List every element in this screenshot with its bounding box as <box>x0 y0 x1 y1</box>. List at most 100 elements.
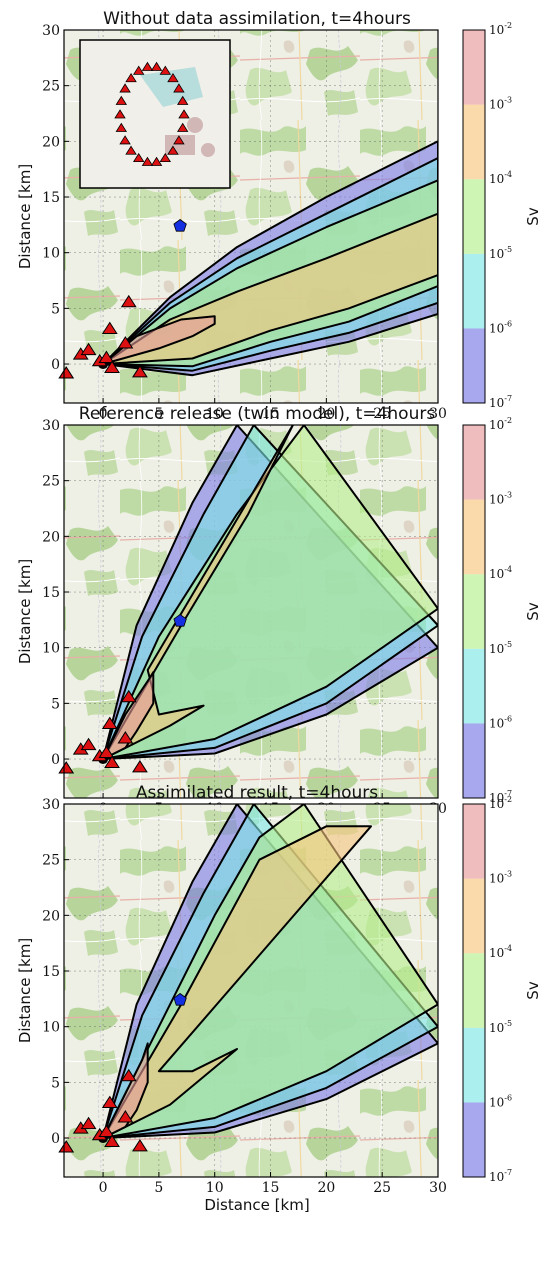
colorbar-segment <box>463 30 485 105</box>
station-marker <box>80 737 97 751</box>
plume-bands <box>102 804 438 1139</box>
station-marker <box>117 1110 134 1123</box>
x-tick-label: 5 <box>154 1180 163 1196</box>
station-marker <box>58 366 75 379</box>
inset-station-marker <box>173 83 185 93</box>
station-marker <box>120 689 137 703</box>
colorbar-segment <box>463 1102 485 1177</box>
y-tick-label: 20 <box>42 134 60 150</box>
colorbar-tick-label: 10-3 <box>489 870 512 886</box>
colorbar-label: Sv <box>524 981 542 1000</box>
y-axis-label: Distance [km] <box>16 164 34 269</box>
colorbar-segment <box>463 804 485 879</box>
inset-station-marker <box>141 156 154 166</box>
x-tick-label: 10 <box>206 1180 224 1196</box>
colorbar-segment <box>463 104 485 180</box>
y-tick-label: 10 <box>42 1020 60 1036</box>
chart-title: Assimilated result, t=4hours <box>136 783 378 803</box>
station-marker <box>58 1140 75 1153</box>
blue-pentagon-marker <box>173 614 187 627</box>
inset-station-marker <box>132 152 145 163</box>
y-tick-label: 20 <box>42 908 60 924</box>
colorbar-tick-label: 10-2 <box>489 21 512 37</box>
y-tick-label: 25 <box>42 474 60 490</box>
colorbar-tick-label: 10-7 <box>489 1168 512 1184</box>
x-tick-label: 15 <box>262 406 280 422</box>
plume-bands <box>102 425 438 760</box>
axes-frame <box>63 803 439 1178</box>
y-tick-label: 0 <box>51 1131 60 1147</box>
chart-title: Reference release (twin model), t=4hours <box>79 404 436 424</box>
inset-station-marker <box>178 109 190 119</box>
colorbar-tick-label: 10-5 <box>489 1019 512 1035</box>
station-marker <box>80 1116 97 1130</box>
colorbar-tick-label: 10-2 <box>489 795 512 811</box>
y-tick-label: 0 <box>51 752 60 768</box>
x-axis-label: Distance [km] <box>204 1196 309 1214</box>
station-marker <box>101 321 118 335</box>
blue-pentagon-marker <box>173 993 187 1006</box>
y-tick-label: 5 <box>51 1075 60 1091</box>
colorbar-segment <box>463 648 485 724</box>
y-tick-label: 30 <box>42 418 60 434</box>
colorbar-segment <box>463 953 485 1028</box>
inset-station-marker <box>125 72 137 83</box>
colorbar-tick-label: 10-2 <box>489 416 512 432</box>
colorbar-segment <box>463 179 485 254</box>
station-marker <box>120 1068 137 1082</box>
inset-station-marker <box>159 65 172 75</box>
x-tick-label: 20 <box>317 406 335 422</box>
inset-station-marker <box>150 61 163 71</box>
station-marker <box>117 731 134 744</box>
colorbar-segment <box>463 723 485 798</box>
station-marker <box>98 1124 115 1137</box>
station-marker <box>132 760 148 773</box>
y-tick-label: 30 <box>42 23 60 39</box>
station-marker <box>104 360 120 373</box>
colorbar-tick-label: 10-4 <box>489 944 512 960</box>
station-marker <box>132 365 148 378</box>
colorbar-segment <box>463 878 485 954</box>
x-tick-label: 30 <box>429 406 447 422</box>
station-marker <box>58 761 75 774</box>
colorbar-tick-label: 10-6 <box>489 319 512 335</box>
inset-station-marker <box>150 156 163 166</box>
station-marker <box>101 716 118 730</box>
colorbar-tick-label: 10-3 <box>489 491 512 507</box>
y-tick-label: 20 <box>42 529 60 545</box>
colorbar-tick-label: 10-6 <box>489 714 512 730</box>
inset-station-marker <box>141 61 154 71</box>
panel-1: 0 5 10 15 20 25 30 0 5 10 15 20 25 30 Without data ass… <box>16 9 542 422</box>
x-tick-label: 15 <box>262 1180 280 1196</box>
panels-group: 0 5 10 15 20 25 30 0 5 10 15 20 25 30 Without data ass… <box>16 9 542 1214</box>
x-tick-label: 5 <box>154 406 163 422</box>
x-tick-label: 30 <box>429 1180 447 1196</box>
x-tick-label: 0 <box>99 406 108 422</box>
station-marker <box>132 1139 148 1152</box>
dose-band-level-2 <box>102 425 438 760</box>
x-tick-label: 25 <box>373 406 391 422</box>
colorbar-segment <box>463 328 485 403</box>
dose-band-level-4 <box>102 671 155 760</box>
blue-pentagon-marker <box>173 219 187 232</box>
plume-bands <box>102 140 438 377</box>
y-tick-label: 15 <box>42 190 60 206</box>
inset-station-marker <box>176 95 189 105</box>
colorbar-frame <box>462 424 486 799</box>
x-tick-label: 20 <box>317 1180 335 1196</box>
panel-3: 0 5 10 15 20 25 30 0 5 10 15 20 25 30 Assimilated resu… <box>16 783 542 1214</box>
x-tick-label: 10 <box>206 406 224 422</box>
colorbar-segment <box>463 1027 485 1103</box>
station-marker <box>101 1095 118 1109</box>
colorbar-label: Sv <box>524 207 542 226</box>
y-tick-label: 25 <box>42 853 60 869</box>
colorbar-segment <box>463 425 485 500</box>
y-tick-label: 10 <box>42 246 60 262</box>
colorbar-segment <box>463 253 485 329</box>
colorbar-tick-label: 10-5 <box>489 640 512 656</box>
inset-station-marker <box>115 122 128 132</box>
y-axis-label: Distance [km] <box>16 938 34 1043</box>
inset-station-marker <box>119 135 131 145</box>
inset-station-marker <box>173 135 185 145</box>
